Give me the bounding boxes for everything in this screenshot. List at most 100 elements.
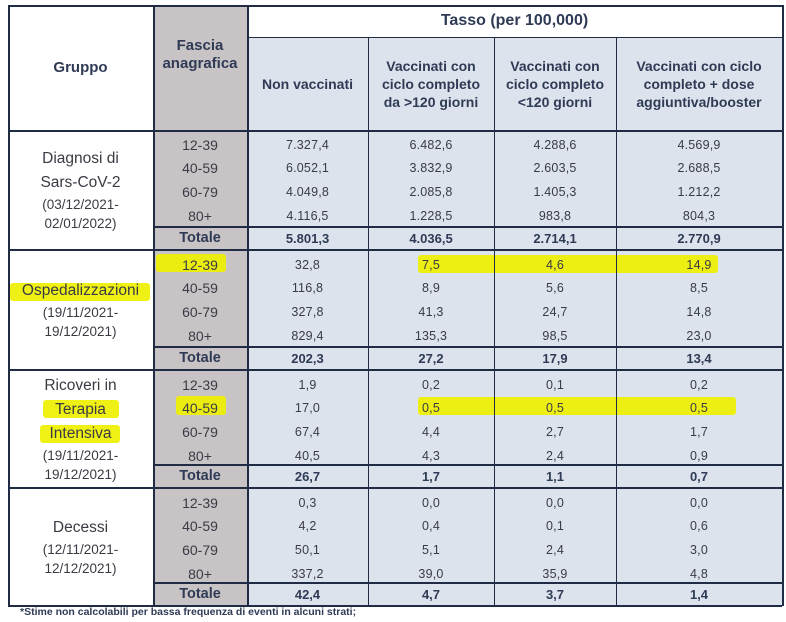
highlight-mark <box>418 255 718 273</box>
rate-value: 0,9 <box>690 448 708 463</box>
total-value-cell: 5.801,3 <box>247 226 368 250</box>
total-separator <box>153 226 782 228</box>
grid-left <box>8 5 10 606</box>
rate-value: 4,8 <box>690 566 708 581</box>
rate-cell: 98,5 <box>494 324 616 348</box>
rate-cell: 4,8 <box>616 562 782 586</box>
rate-value: 35,9 <box>542 566 568 581</box>
rate-cell: 4,6 <box>494 253 616 277</box>
rate-cell: 0,0 <box>494 491 616 515</box>
group-period-line: 12/12/2021) <box>44 561 117 576</box>
header-fascia-line: Fascia <box>176 37 224 54</box>
age-cell: 80+ <box>153 562 247 586</box>
group-title-line: Terapia <box>55 401 106 418</box>
age-cell: 60-79 <box>153 538 247 562</box>
total-value: 27,2 <box>418 350 444 366</box>
rate-cell: 2,7 <box>494 420 616 444</box>
rate-value: 2.688,5 <box>677 161 721 176</box>
total-value: 2.770,9 <box>677 230 721 246</box>
rate-value: 2,4 <box>546 542 564 557</box>
group-border <box>8 487 782 489</box>
age-cell: 40-59 <box>153 397 247 421</box>
rate-cell: 0,5 <box>616 397 782 421</box>
rate-value: 32,8 <box>294 257 321 272</box>
rate-value: 2,7 <box>546 424 564 439</box>
group-label-2: Ricoveri in Terapia Intensiva (19/11/2021- 1… <box>8 370 153 488</box>
total-value: 5.801,3 <box>285 230 330 246</box>
grid-top <box>8 5 782 7</box>
total-value-cell: 13,4 <box>616 346 782 370</box>
rate-value: 17,0 <box>294 401 321 416</box>
rate-value: 0,6 <box>690 519 708 534</box>
age-cell: 80+ <box>153 204 247 228</box>
rate-value: 24,7 <box>542 304 568 319</box>
rate-cell: 0,4 <box>368 515 494 539</box>
age-cell: 60-79 <box>153 300 247 324</box>
rate-cell: 5,1 <box>368 538 494 562</box>
rate-cell: 0,5 <box>494 397 616 421</box>
total-value-cell: 26,7 <box>247 464 368 488</box>
grid-right <box>782 5 784 606</box>
grid-col <box>494 37 495 606</box>
rate-value: 2,4 <box>546 448 564 463</box>
rate-cell: 4.288,6 <box>494 133 616 157</box>
rate-value: 8,9 <box>422 281 440 296</box>
rate-value: 1,9 <box>298 377 317 392</box>
rate-cell: 2.085,8 <box>368 180 494 204</box>
rate-cell: 4,2 <box>247 515 368 539</box>
age-cell: 12-39 <box>153 373 247 397</box>
total-label-cell: Totale <box>153 346 247 370</box>
rate-value: 0,3 <box>298 495 317 510</box>
group-title-line: Ospedalizzazioni <box>21 282 140 299</box>
group-title-line: Intensiva <box>49 425 112 442</box>
grid-fascia-right <box>247 5 249 606</box>
group-title-line: Sars-CoV-2 <box>40 174 121 191</box>
highlight-mark <box>176 396 226 415</box>
rate-cell: 2.688,5 <box>616 157 782 181</box>
total-value: 13,4 <box>686 350 712 366</box>
highlight-mark <box>40 425 120 443</box>
rate-cell: 0,5 <box>368 397 494 421</box>
rate-cell: 41,3 <box>368 300 494 324</box>
group-period-line: (12/11/2021- <box>42 542 119 557</box>
rate-value: 50,1 <box>294 542 321 557</box>
header-col-4: Vaccinati con ciclo completo + dose aggiun… <box>616 37 782 130</box>
total-value-cell: 42,4 <box>247 582 368 606</box>
total-value-cell: 17,9 <box>494 346 616 370</box>
total-value-cell: 2.770,9 <box>616 226 782 250</box>
total-value-cell: 3,7 <box>494 582 616 606</box>
age-label: 40-59 <box>182 160 218 177</box>
rate-value: 337,2 <box>291 566 324 581</box>
rate-value: 39,0 <box>418 566 444 581</box>
total-value: 17,9 <box>542 350 568 366</box>
rate-cell: 0,9 <box>616 444 782 468</box>
age-label: 12-39 <box>182 376 218 393</box>
header-col-line: Vaccinati con <box>386 57 476 74</box>
total-value: 1,4 <box>689 586 709 602</box>
total-value: 42,4 <box>294 586 321 602</box>
rate-value: 4,3 <box>422 448 440 463</box>
group-title-line: Diagnosi di <box>42 150 119 167</box>
age-cell: 40-59 <box>153 277 247 301</box>
highlight-mark <box>10 283 150 301</box>
total-value-cell: 1,7 <box>368 464 494 488</box>
group-title-line: Ricoveri in <box>44 377 117 394</box>
highlight-mark <box>156 254 226 272</box>
age-label: 80+ <box>188 447 212 464</box>
highlight-mark <box>418 397 736 415</box>
rate-value: 983,8 <box>538 208 572 223</box>
rate-cell: 4,3 <box>368 444 494 468</box>
header-col-line: da >120 giorni <box>383 93 479 110</box>
age-label: 12-39 <box>182 256 218 273</box>
rate-value: 0,4 <box>422 519 440 534</box>
rate-value: 2.603,5 <box>533 161 577 176</box>
grid-header-bottom <box>8 130 782 132</box>
total-value-cell: 1,1 <box>494 464 616 488</box>
header-gruppo-label: Gruppo <box>53 59 108 76</box>
rate-cell: 0,1 <box>494 515 616 539</box>
group-period-line: (03/12/2021- <box>42 197 119 212</box>
rate-cell: 0,0 <box>368 491 494 515</box>
rate-cell: 24,7 <box>494 300 616 324</box>
rate-value: 7,5 <box>422 257 440 272</box>
rate-value: 0,5 <box>546 401 564 416</box>
